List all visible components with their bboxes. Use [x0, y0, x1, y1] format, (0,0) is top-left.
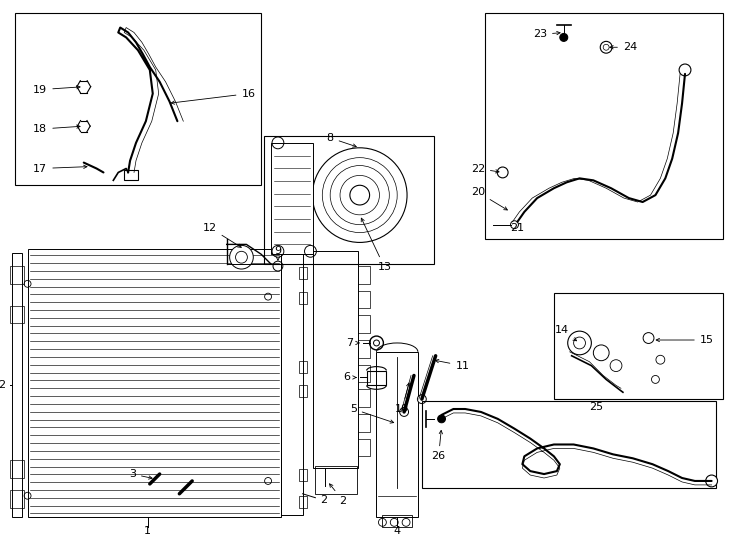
Bar	[299, 361, 307, 373]
Bar	[313, 251, 357, 468]
Text: 2: 2	[0, 380, 5, 390]
Circle shape	[560, 33, 567, 42]
Circle shape	[230, 245, 253, 269]
Bar	[12, 253, 22, 517]
Bar	[554, 293, 724, 399]
Text: 5: 5	[350, 404, 393, 423]
Bar	[377, 352, 418, 517]
Circle shape	[399, 408, 409, 416]
Text: 2: 2	[330, 484, 346, 505]
Text: 24: 24	[610, 42, 637, 52]
Bar	[299, 292, 307, 303]
Circle shape	[437, 415, 446, 423]
Text: 20: 20	[470, 187, 507, 210]
Text: 1: 1	[145, 526, 151, 536]
Text: 17: 17	[33, 164, 87, 173]
Text: 13: 13	[361, 218, 391, 272]
Bar	[10, 490, 23, 508]
Bar	[382, 516, 412, 527]
Text: 15: 15	[656, 335, 713, 345]
Text: 21: 21	[510, 222, 525, 233]
Text: 7: 7	[346, 338, 359, 348]
Text: 10: 10	[395, 383, 410, 414]
Bar	[299, 386, 307, 397]
Text: 6: 6	[343, 373, 356, 382]
Text: 23: 23	[533, 30, 560, 39]
Text: 2: 2	[320, 495, 327, 505]
Text: 4: 4	[393, 526, 401, 536]
Bar	[10, 306, 23, 323]
Text: 11: 11	[435, 360, 469, 370]
Bar	[299, 469, 307, 481]
Text: 8: 8	[327, 133, 356, 147]
Bar	[124, 171, 138, 180]
Circle shape	[679, 64, 691, 76]
Bar	[299, 496, 307, 508]
Text: 12: 12	[203, 222, 241, 247]
Circle shape	[418, 395, 426, 403]
Bar	[264, 136, 434, 264]
Text: 3: 3	[129, 469, 152, 479]
Bar	[10, 460, 23, 478]
Text: 19: 19	[33, 85, 80, 94]
Bar	[281, 251, 302, 516]
Text: 16: 16	[171, 89, 255, 104]
Polygon shape	[28, 249, 281, 517]
Polygon shape	[271, 143, 313, 254]
Bar	[485, 13, 724, 239]
Bar	[316, 466, 357, 494]
Text: 18: 18	[33, 124, 80, 134]
Text: 22: 22	[470, 164, 499, 173]
Text: 9: 9	[275, 246, 282, 260]
Circle shape	[705, 475, 718, 487]
Bar	[15, 13, 261, 185]
Bar	[367, 370, 386, 386]
Text: 26: 26	[432, 430, 446, 461]
Bar	[10, 266, 23, 284]
Bar	[299, 267, 307, 279]
Text: 25: 25	[589, 402, 603, 412]
Text: 14: 14	[555, 325, 576, 341]
Bar	[422, 401, 716, 488]
